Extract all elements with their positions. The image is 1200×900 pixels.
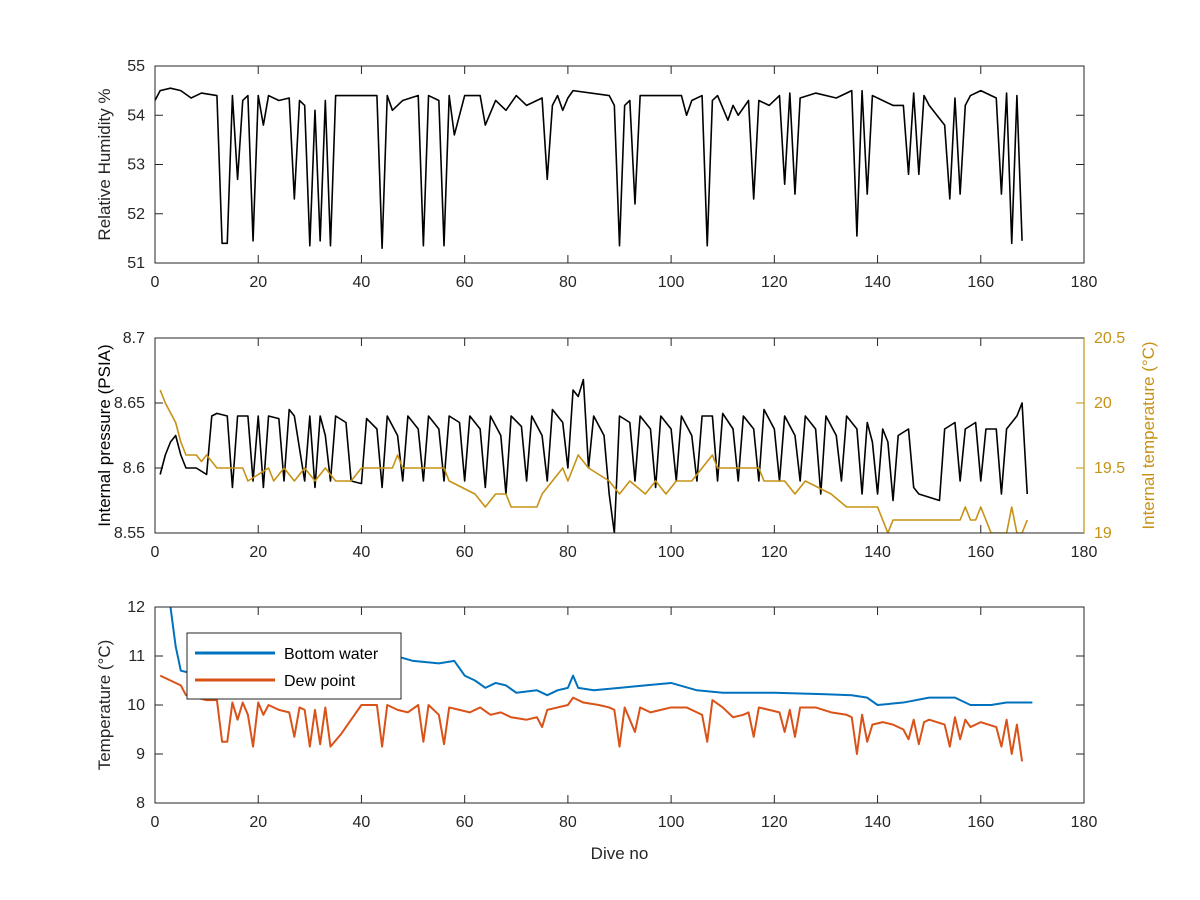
x-tick-label: 180 — [1071, 544, 1098, 561]
y-axis-label: Internal pressure (PSIA) — [95, 344, 114, 526]
x-tick-label: 20 — [249, 814, 267, 831]
x-tick-label: 180 — [1071, 274, 1098, 291]
x-tick-label: 120 — [761, 544, 788, 561]
x-tick-label: 60 — [456, 814, 474, 831]
x-tick-label: 140 — [864, 814, 891, 831]
x-tick-label: 80 — [559, 814, 577, 831]
legend-label: Bottom water — [284, 646, 379, 663]
axes-box — [154, 606, 1085, 804]
y2-tick-label: 19.5 — [1094, 460, 1125, 477]
series-line-dew-point — [159, 674, 1024, 762]
y2-tick-label: 19 — [1094, 525, 1112, 542]
x-tick-label: 0 — [151, 814, 160, 831]
x-tick-label: 180 — [1071, 814, 1098, 831]
y2-axis-label: Internal temperature (°C) — [1139, 341, 1158, 529]
x-tick-label: 120 — [761, 274, 788, 291]
x-tick-label: 160 — [967, 814, 994, 831]
x-tick-label: 160 — [967, 274, 994, 291]
x-tick-label: 100 — [658, 544, 685, 561]
legend-label: Dew point — [284, 673, 356, 690]
y-tick-label: 8.55 — [114, 525, 145, 542]
y-axis-label: Temperature (°C) — [95, 640, 114, 771]
x-tick-label: 20 — [249, 544, 267, 561]
y-tick-label: 9 — [136, 746, 145, 763]
x-tick-label: 40 — [353, 544, 371, 561]
y2-tick-label: 20.5 — [1094, 330, 1125, 347]
x-tick-label: 80 — [559, 274, 577, 291]
x-tick-label: 120 — [761, 814, 788, 831]
y-tick-label: 51 — [127, 255, 145, 272]
legend: Bottom water Dew point — [186, 632, 402, 700]
y-tick-label: 52 — [127, 206, 145, 223]
x-tick-label: 140 — [864, 274, 891, 291]
y-tick-label: 10 — [127, 697, 145, 714]
x-tick-label: 0 — [151, 274, 160, 291]
x-tick-label: 140 — [864, 544, 891, 561]
y-tick-label: 8.7 — [123, 330, 145, 347]
subplot-3: 0 20 40 60 80 100 120 140 160 180 8 9 10 11 12 Temperat… — [95, 599, 1097, 863]
series-line-1 — [155, 87, 1023, 250]
y2-tick-label: 20 — [1094, 395, 1112, 412]
x-tick-label: 80 — [559, 544, 577, 561]
y-tick-label: 8 — [136, 795, 145, 812]
series-line-1 — [159, 378, 1029, 533]
plot-area — [155, 338, 1084, 533]
legend-box — [186, 632, 402, 700]
y-tick-label: 53 — [127, 157, 145, 174]
x-tick-label: 100 — [658, 274, 685, 291]
y-tick-label: 8.6 — [123, 460, 145, 477]
x-tick-label: 160 — [967, 544, 994, 561]
subplot-1: 0 20 40 60 80 100 120 140 160 180 51 52 53 54 55 Relati… — [95, 58, 1097, 291]
x-tick-label: 0 — [151, 544, 160, 561]
axes-box — [154, 65, 1085, 264]
x-tick-label: 60 — [456, 544, 474, 561]
y-axis-label: Relative Humidity % — [95, 88, 114, 240]
y-tick-label: 54 — [127, 107, 145, 124]
x-axis-label: Dive no — [591, 844, 649, 863]
y-tick-label: 8.65 — [114, 395, 145, 412]
x-tick-label: 100 — [658, 814, 685, 831]
subplot-2: 0 20 40 60 80 100 120 140 160 180 8.55 8.6 8.65 8.7 19… — [95, 330, 1158, 561]
x-tick-label: 40 — [353, 274, 371, 291]
x-tick-label: 60 — [456, 274, 474, 291]
x-tick-label: 20 — [249, 274, 267, 291]
series-line-2 — [159, 389, 1028, 533]
y-tick-label: 11 — [128, 648, 145, 665]
y-tick-label: 12 — [127, 599, 145, 616]
y-tick-label: 55 — [127, 58, 145, 75]
x-tick-label: 40 — [353, 814, 371, 831]
